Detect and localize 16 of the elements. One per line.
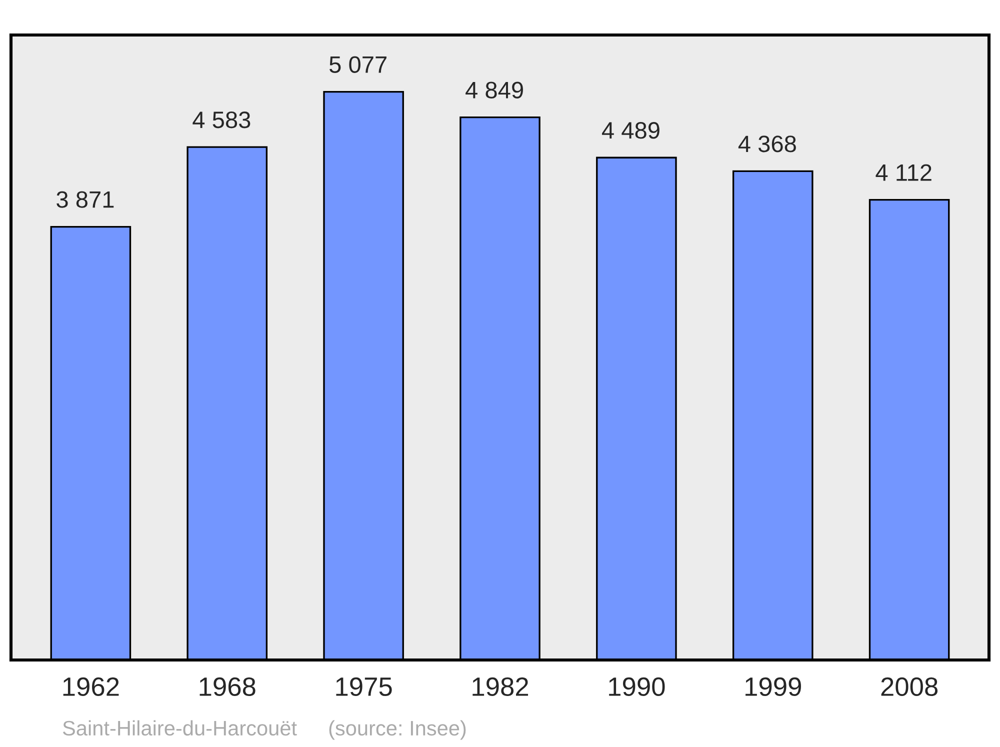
- data-label: 5 077: [330, 56, 386, 73]
- x-tick-label: 1975: [336, 677, 392, 696]
- data-label: 4 489: [602, 122, 660, 139]
- x-tick-label: 1982: [472, 677, 528, 696]
- x-tick-label: 2008: [881, 677, 938, 696]
- text: Saint-Hilaire-du-Harcouët: [62, 720, 297, 736]
- data-label: 4 583: [192, 112, 250, 128]
- x-tick-label: 1962: [63, 677, 119, 696]
- data-label: 3 871: [56, 191, 114, 208]
- x-tick-label: 1968: [200, 677, 256, 696]
- data-label: 4 368: [738, 136, 796, 152]
- data-label: 4 849: [466, 82, 523, 98]
- text: (source: Insee): [329, 720, 466, 740]
- data-label: 4 112: [876, 164, 932, 181]
- x-tick-label: 1999: [746, 677, 801, 696]
- x-tick-label: 1990: [609, 677, 665, 696]
